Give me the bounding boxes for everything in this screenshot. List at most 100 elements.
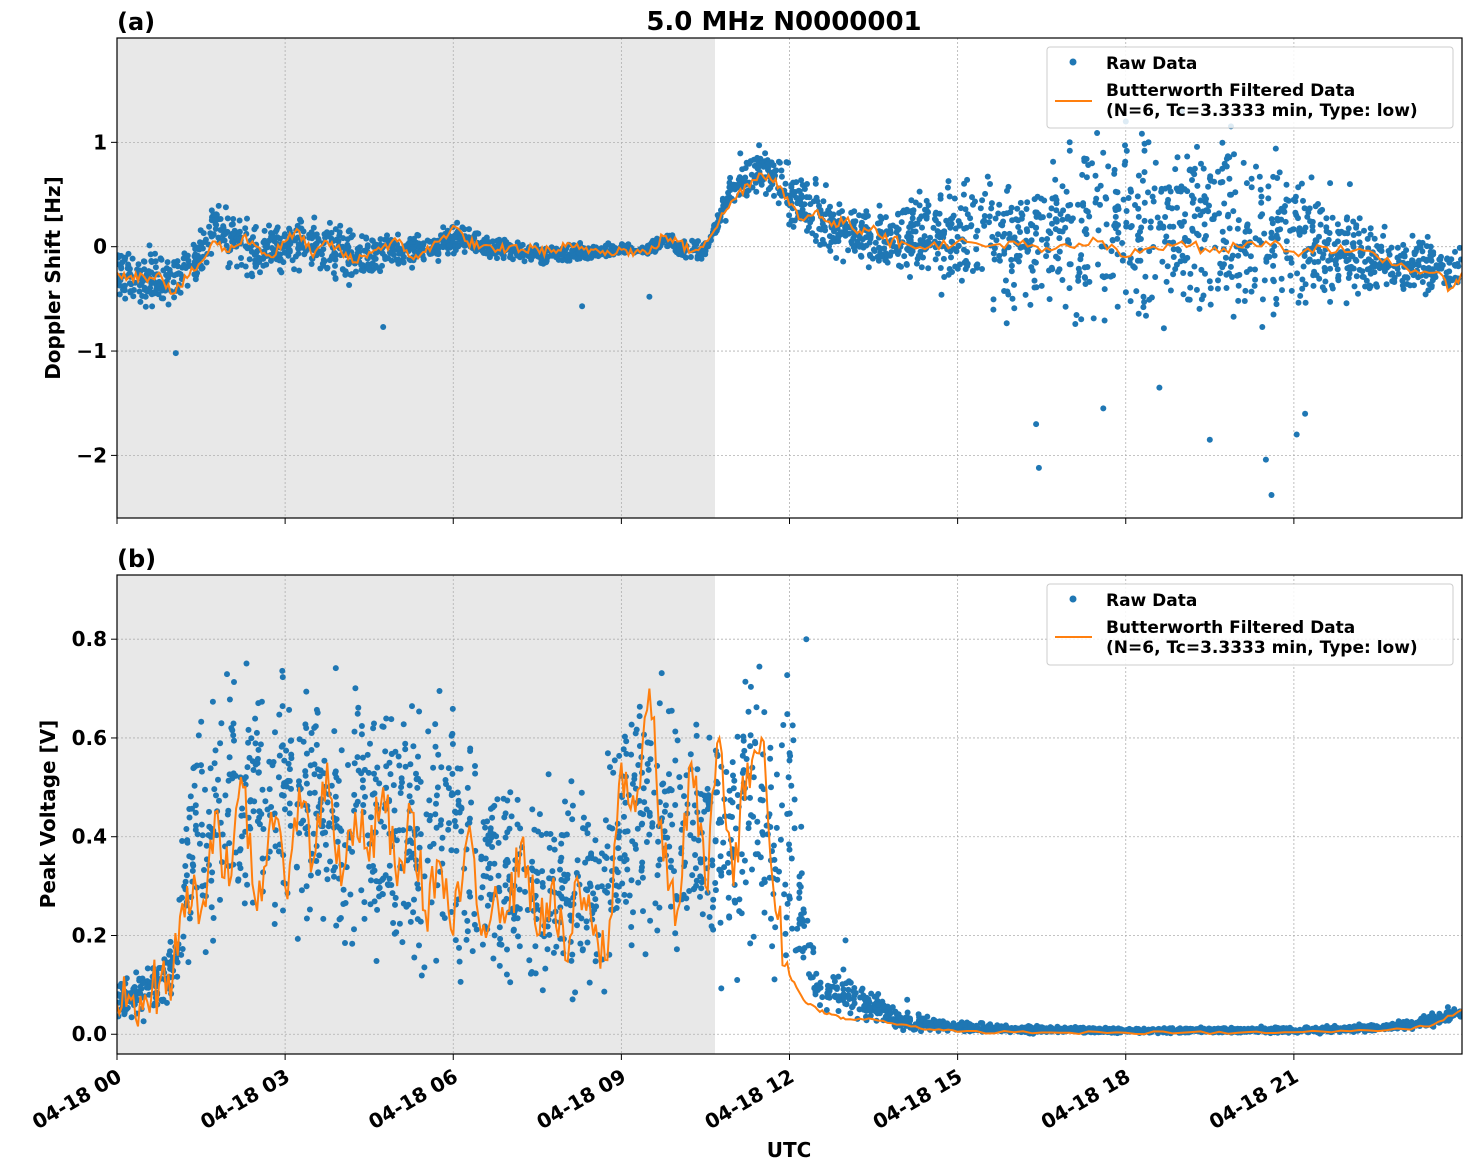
raw-data-point xyxy=(778,167,785,174)
raw-data-point xyxy=(226,840,233,847)
raw-data-point xyxy=(644,778,650,785)
raw-data-point xyxy=(1154,214,1161,221)
raw-data-point xyxy=(1395,270,1402,277)
raw-data-point xyxy=(1230,313,1237,320)
raw-data-point xyxy=(432,811,439,818)
raw-data-point xyxy=(772,924,779,931)
raw-data-point xyxy=(335,777,342,784)
raw-data-point xyxy=(768,784,774,791)
raw-data-point xyxy=(904,233,911,240)
raw-data-point xyxy=(579,303,586,310)
raw-data-point xyxy=(785,774,792,781)
raw-data-point xyxy=(117,291,123,298)
raw-data-point xyxy=(1082,275,1089,281)
raw-data-point xyxy=(407,837,414,844)
raw-data-point xyxy=(388,750,395,757)
raw-data-point xyxy=(1008,268,1015,275)
raw-data-point xyxy=(303,780,310,787)
raw-data-point xyxy=(406,793,413,800)
raw-data-point xyxy=(1430,251,1437,258)
raw-data-point xyxy=(406,848,413,855)
raw-data-point xyxy=(1350,218,1357,225)
raw-data-point xyxy=(294,935,301,942)
raw-data-point xyxy=(345,258,352,265)
raw-data-point xyxy=(1216,210,1222,217)
raw-data-point xyxy=(1227,191,1233,198)
raw-data-point xyxy=(1135,213,1142,220)
raw-data-point xyxy=(142,293,149,300)
raw-data-point xyxy=(737,150,744,157)
raw-data-point xyxy=(883,253,890,260)
raw-data-point xyxy=(471,921,478,928)
raw-data-point xyxy=(502,810,509,817)
raw-data-point xyxy=(595,253,602,260)
raw-data-point xyxy=(236,217,243,224)
raw-data-point xyxy=(302,772,309,779)
raw-data-point xyxy=(1033,230,1039,237)
raw-data-point xyxy=(727,187,734,193)
raw-data-point xyxy=(1053,200,1060,207)
raw-data-point xyxy=(1201,221,1208,228)
raw-data-point xyxy=(448,792,455,799)
panel-label-a: (a) xyxy=(117,8,155,36)
raw-data-point xyxy=(1423,272,1429,279)
raw-data-point xyxy=(1424,233,1431,240)
raw-data-point xyxy=(1004,288,1011,295)
raw-data-point xyxy=(656,700,663,707)
raw-data-point xyxy=(409,703,415,710)
raw-data-point xyxy=(673,946,680,953)
raw-data-point xyxy=(895,210,902,217)
raw-data-point xyxy=(400,254,407,260)
raw-data-point xyxy=(913,220,919,227)
raw-data-point xyxy=(615,834,622,841)
raw-data-point xyxy=(889,1004,896,1011)
raw-data-point xyxy=(202,786,208,793)
raw-data-point xyxy=(1230,208,1237,215)
raw-data-point xyxy=(1141,299,1148,305)
raw-data-point xyxy=(724,859,731,866)
raw-data-point xyxy=(1207,301,1214,308)
raw-data-point xyxy=(1122,289,1129,296)
raw-data-point xyxy=(219,831,226,838)
raw-data-point xyxy=(646,293,653,300)
raw-data-point xyxy=(583,918,590,925)
raw-data-point xyxy=(338,827,345,834)
raw-data-point xyxy=(371,770,377,777)
raw-data-point xyxy=(1301,205,1308,212)
raw-data-point xyxy=(301,251,308,258)
raw-data-point xyxy=(1140,293,1147,300)
raw-data-point xyxy=(399,939,406,946)
raw-data-point xyxy=(727,174,734,181)
raw-data-point xyxy=(272,228,279,235)
raw-data-point xyxy=(1287,227,1294,234)
raw-data-point xyxy=(1066,147,1073,154)
raw-data-point xyxy=(1067,261,1074,268)
raw-data-point xyxy=(219,237,226,244)
raw-data-point xyxy=(856,212,863,219)
raw-data-point xyxy=(332,793,339,800)
raw-data-point xyxy=(1094,130,1101,136)
raw-data-point xyxy=(1262,456,1269,463)
raw-data-point xyxy=(421,964,428,971)
raw-data-point xyxy=(1000,210,1007,217)
raw-data-point xyxy=(1241,298,1248,304)
raw-data-point xyxy=(1382,1023,1389,1029)
raw-data-point xyxy=(1138,130,1145,137)
raw-data-point xyxy=(1133,288,1140,295)
raw-data-point xyxy=(191,764,198,771)
raw-data-point xyxy=(1146,296,1153,303)
raw-data-point xyxy=(1400,241,1407,248)
raw-data-point xyxy=(791,796,798,803)
raw-data-point xyxy=(140,1018,147,1025)
raw-data-point xyxy=(1031,277,1038,284)
raw-data-point xyxy=(709,904,716,911)
raw-data-point xyxy=(1251,282,1258,289)
raw-data-point xyxy=(1059,216,1066,223)
raw-data-point xyxy=(1214,285,1221,292)
raw-data-point xyxy=(174,973,181,980)
raw-data-point xyxy=(812,991,819,998)
raw-data-point xyxy=(463,936,470,943)
raw-data-point xyxy=(1175,188,1182,194)
raw-data-point xyxy=(286,810,293,817)
raw-data-point xyxy=(1313,237,1320,244)
